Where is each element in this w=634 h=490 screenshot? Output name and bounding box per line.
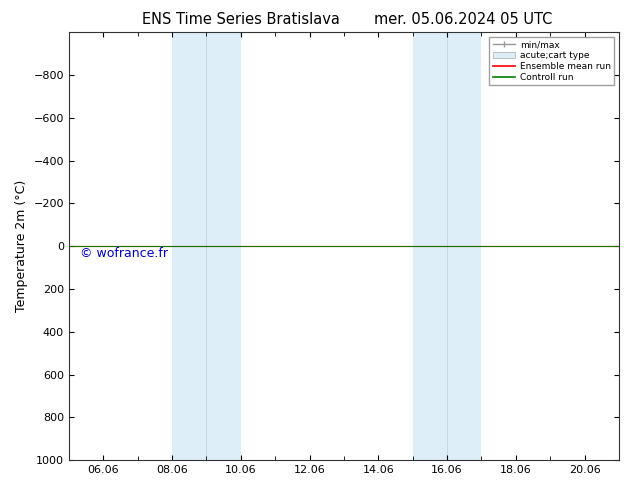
Legend: min/max, acute;cart type, Ensemble mean run, Controll run: min/max, acute;cart type, Ensemble mean … bbox=[489, 37, 614, 85]
Text: ENS Time Series Bratislava: ENS Time Series Bratislava bbox=[142, 12, 340, 27]
Text: mer. 05.06.2024 05 UTC: mer. 05.06.2024 05 UTC bbox=[373, 12, 552, 27]
Y-axis label: Temperature 2m (°C): Temperature 2m (°C) bbox=[15, 180, 28, 312]
Text: © wofrance.fr: © wofrance.fr bbox=[80, 247, 168, 260]
Bar bbox=[413, 32, 481, 460]
Bar bbox=[172, 32, 241, 460]
